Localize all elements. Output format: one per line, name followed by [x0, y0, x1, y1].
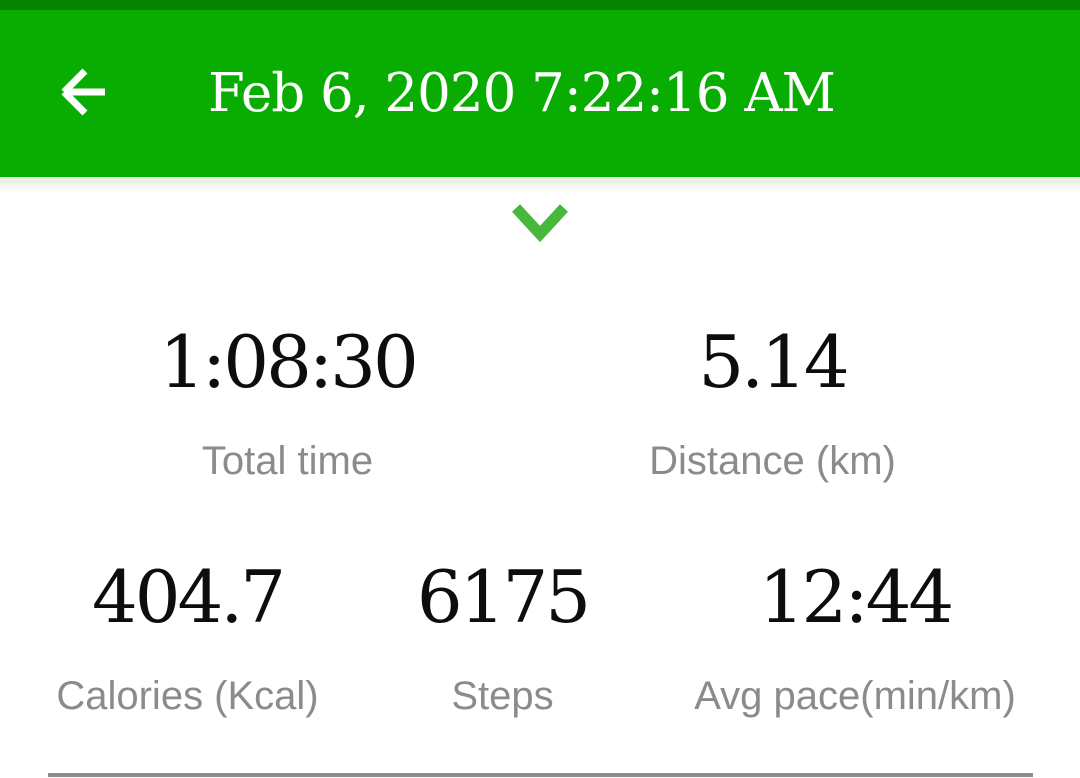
- stat-value: 6175: [416, 555, 591, 640]
- stat-value: 1:08:30: [159, 320, 419, 404]
- back-button[interactable]: [50, 61, 116, 127]
- bottom-divider: [48, 773, 1033, 777]
- stat-value: 12:44: [758, 555, 955, 640]
- stat-avg-pace: 12:44 Avg pace(min/km): [660, 555, 1050, 719]
- chevron-down-icon: [508, 201, 572, 248]
- stat-label: Distance (km): [649, 439, 896, 484]
- stat-value: 5.14: [698, 320, 849, 404]
- stat-label: Avg pace(min/km): [694, 674, 1016, 719]
- arrow-left-icon: [55, 64, 111, 123]
- stat-steps: 6175 Steps: [345, 555, 660, 719]
- app-bar: Feb 6, 2020 7:22:16 AM: [0, 10, 1080, 193]
- stats-row-1: 1:08:30 Total time 5.14 Distance (km): [45, 320, 1015, 484]
- page-title: Feb 6, 2020 7:22:16 AM: [208, 63, 836, 124]
- stats-row-2: 404.7 Calories (Kcal) 6175 Steps 12:44 A…: [30, 555, 1050, 719]
- stat-value: 404.7: [91, 555, 286, 640]
- stat-label: Calories (Kcal): [56, 674, 319, 719]
- stat-distance: 5.14 Distance (km): [530, 320, 1015, 484]
- status-bar: [0, 0, 1080, 10]
- stat-label: Steps: [451, 674, 554, 719]
- expand-collapse-button[interactable]: [500, 201, 580, 247]
- stat-total-time: 1:08:30 Total time: [45, 320, 530, 484]
- stat-label: Total time: [201, 439, 374, 484]
- stat-calories: 404.7 Calories (Kcal): [30, 555, 345, 719]
